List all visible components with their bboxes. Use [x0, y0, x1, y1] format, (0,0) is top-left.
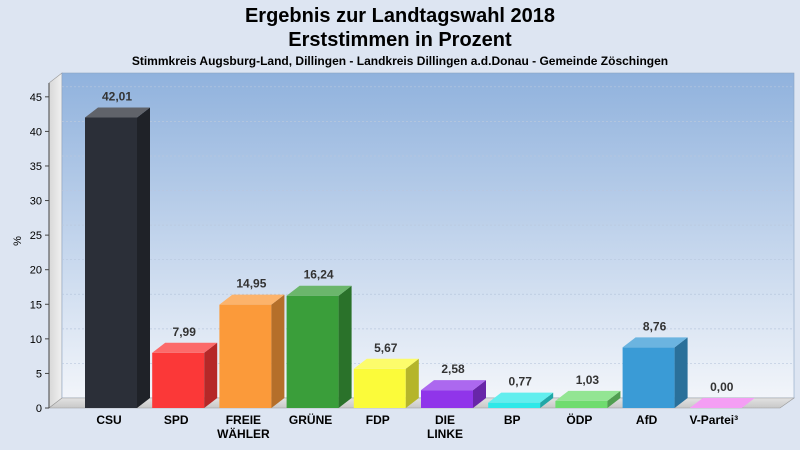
data-label: 1,03 [576, 373, 600, 387]
bar-freie-wähler [219, 294, 285, 408]
bar-side [405, 358, 419, 408]
bar-afd [622, 337, 688, 408]
y-tick-label: 5 [36, 368, 42, 380]
data-label: 5,67 [374, 341, 398, 355]
data-label: 0,00 [710, 380, 734, 394]
bar-front [353, 368, 406, 408]
data-label: 16,24 [304, 268, 334, 282]
bar-side [607, 390, 621, 408]
bar-spd [152, 342, 218, 408]
bar-top [555, 390, 621, 401]
bar-top [421, 380, 486, 391]
bar-front [421, 390, 473, 408]
data-label: 14,95 [236, 277, 266, 291]
category-label: V-Partei³ [689, 413, 738, 427]
bar-top [219, 294, 285, 305]
category-label: SPD [164, 413, 189, 427]
bar-side [204, 342, 218, 408]
category-label: DIE [435, 413, 455, 427]
data-labels: 42,01 7,99 14,95 16,24 5,67 2,58 0,77 1,03 8,76 0… [102, 90, 734, 394]
plot-wall-left [48, 72, 63, 409]
category-label: BP [504, 413, 521, 427]
bar-side [674, 337, 688, 408]
bar-front [488, 402, 541, 408]
chart-title: Ergebnis zur Landtagswahl 2018 [245, 5, 555, 27]
y-tick-label: 45 [30, 92, 42, 104]
bar-top [85, 107, 150, 118]
category-label: GRÜNE [289, 412, 332, 427]
category-label: AfD [636, 413, 658, 427]
chart-subtitle: Stimmkreis Augsburg-Land, Dillingen - La… [132, 54, 668, 68]
data-label: 42,01 [102, 90, 132, 104]
data-label: 7,99 [173, 325, 197, 339]
bar-top [488, 392, 554, 403]
y-tick-label: 0 [36, 403, 42, 415]
bars [85, 107, 755, 409]
chart-title-line2: Erststimmen in Prozent [288, 29, 512, 51]
category-label: ÖDP [566, 412, 592, 427]
bar-front [85, 117, 137, 409]
bar-side [271, 294, 285, 408]
y-tick-label: 20 [30, 265, 42, 277]
y-tick-label: 15 [30, 299, 42, 311]
category-label: WÄHLER [217, 426, 270, 441]
category-label: FDP [366, 413, 390, 427]
data-label: 2,58 [441, 362, 465, 376]
bar-side [473, 380, 486, 408]
category-label: LINKE [427, 427, 463, 441]
bar-front [286, 295, 339, 408]
bar-side [540, 392, 554, 408]
bar-ödp [555, 390, 621, 408]
bar-front [152, 352, 205, 408]
bar-bp [488, 392, 554, 408]
bar-front [555, 400, 608, 408]
bar-top [689, 398, 755, 408]
data-label: 8,76 [643, 319, 667, 333]
bar-die-linke [421, 380, 486, 408]
y-tick-label: 40 [30, 126, 42, 138]
y-tick-label: 10 [30, 334, 42, 346]
bar-top [622, 337, 688, 348]
y-tick-label: 35 [30, 161, 42, 173]
bar-v-partei³ [689, 398, 755, 408]
bar-top [152, 342, 218, 353]
bar-front [622, 347, 675, 408]
y-axis-label: % [12, 236, 24, 246]
data-label: 0,77 [509, 375, 533, 389]
category-label: CSU [96, 413, 121, 427]
y-tick-label: 25 [30, 230, 42, 242]
bar-top [286, 285, 352, 296]
bar-side [137, 107, 150, 409]
bar-front [219, 304, 272, 408]
category-label: FREIE [226, 413, 261, 427]
bar-csu [85, 107, 150, 409]
grid-lines [62, 86, 794, 364]
bar-top [353, 358, 419, 369]
bar-grüne [286, 285, 352, 408]
bar-side [338, 285, 352, 408]
bar-fdp [353, 358, 419, 408]
y-axis-ticks: 0 5 10 15 20 25 30 35 40 45 [30, 92, 49, 415]
y-tick-label: 30 [30, 196, 42, 208]
